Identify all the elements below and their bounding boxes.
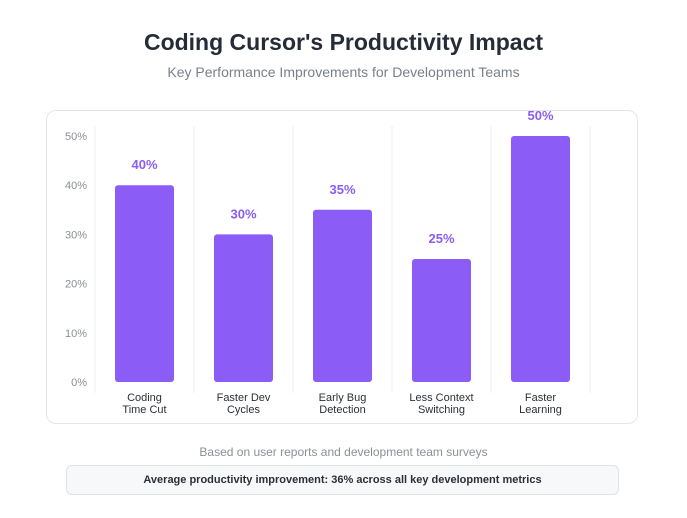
bar [412, 259, 471, 382]
chart-subtitle: Key Performance Improvements for Develop… [167, 64, 520, 80]
x-tick-label-line: Time Cut [122, 404, 166, 416]
x-tick-label-line: Coding [127, 392, 162, 404]
y-tick-label: 50% [65, 131, 87, 143]
data-label: 25% [428, 231, 454, 246]
data-label: 50% [527, 108, 553, 123]
y-tick-label: 40% [65, 180, 87, 192]
x-tick-label-line: Switching [418, 404, 465, 416]
chart-title: Coding Cursor's Productivity Impact [143, 29, 544, 55]
data-label: 35% [329, 182, 355, 197]
y-tick-label: 0% [71, 377, 87, 389]
bar [511, 136, 570, 382]
chart-card: 0% 10% 20% 30% 40% 50% 40% Coding Time Cut 30% Fas… [46, 108, 638, 424]
y-tick-label: 30% [65, 229, 87, 241]
x-tick-label-line: Faster Dev [217, 392, 271, 404]
x-tick-label: Faster Dev Cycles [217, 392, 271, 416]
x-tick-label: Faster Learning [519, 392, 562, 416]
summary-box: Average productivity improvement: 36% ac… [66, 465, 619, 495]
bar [214, 234, 273, 382]
bar [313, 209, 372, 382]
x-tick-label: Early Bug Detection [319, 392, 367, 416]
x-tick-label-line: Learning [519, 404, 562, 416]
x-tick-label: Coding Time Cut [122, 392, 166, 416]
x-tick-label-line: Faster [525, 392, 557, 404]
x-tick-label-line: Less Context [409, 392, 473, 404]
data-label: 40% [131, 157, 157, 172]
data-label: 30% [230, 206, 256, 221]
bar-chart: 0% 10% 20% 30% 40% 50% 40% Coding Time Cut 30% Fas… [65, 108, 591, 416]
x-tick-label-line: Detection [319, 404, 365, 416]
y-tick-label: 20% [65, 279, 87, 291]
x-tick-label: Less Context Switching [409, 392, 473, 416]
x-tick-label-line: Cycles [227, 404, 261, 416]
y-tick-label: 10% [65, 328, 87, 340]
source-note: Based on user reports and development te… [199, 445, 488, 459]
bar [115, 185, 174, 382]
x-tick-label-line: Early Bug [319, 392, 367, 404]
